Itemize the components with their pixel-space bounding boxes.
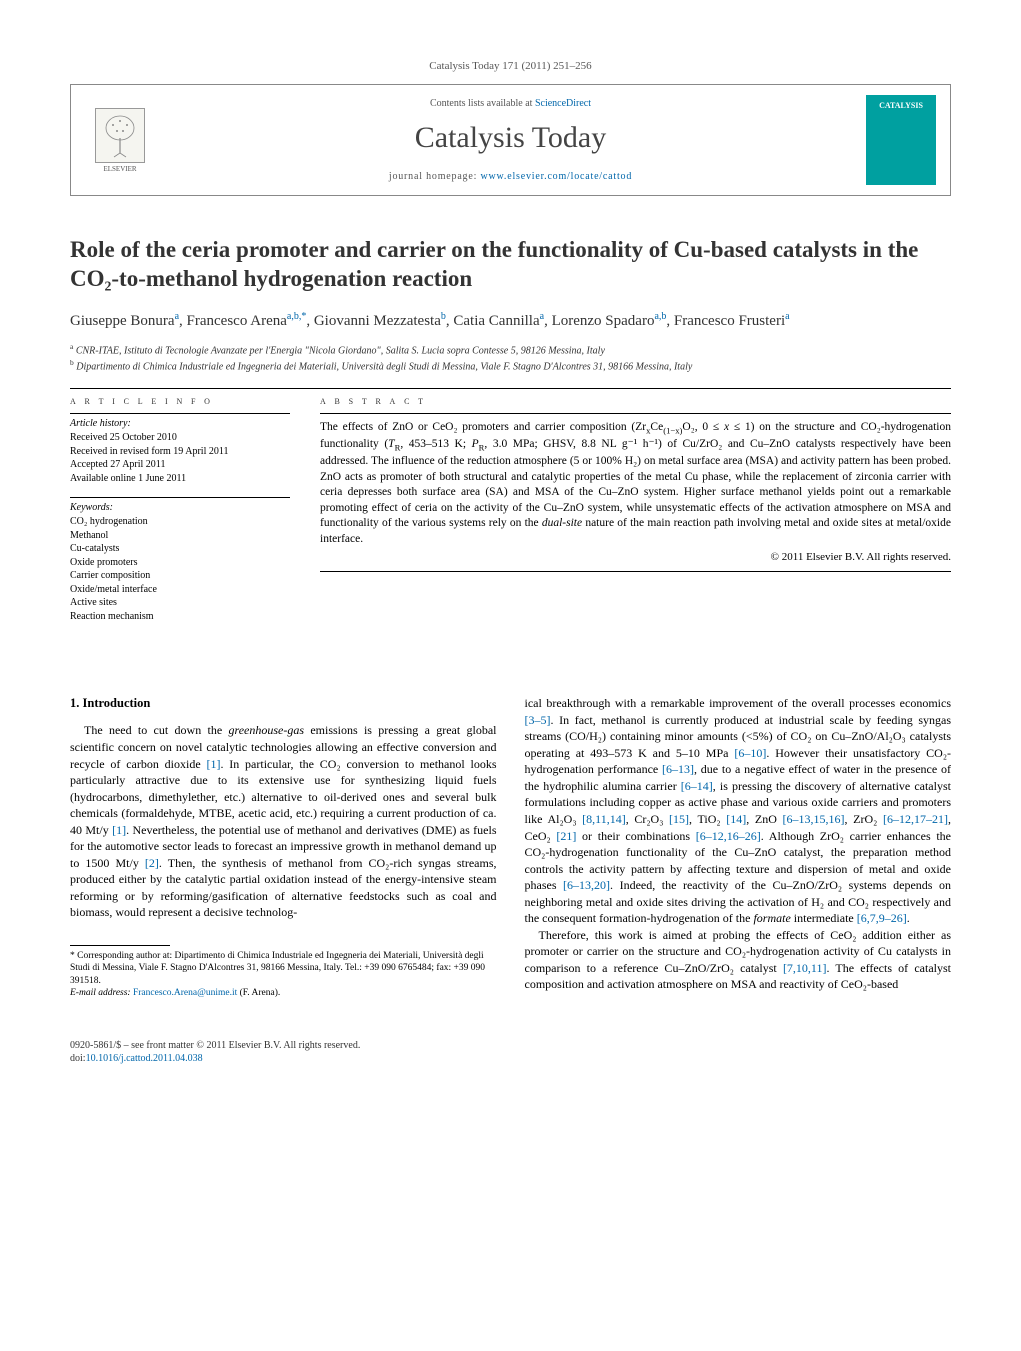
elsevier-logo: ELSEVIER	[85, 98, 155, 183]
footnote-email-line: E-mail address: Francesco.Arena@unime.it…	[70, 987, 497, 999]
email-suffix: (F. Arena).	[240, 988, 281, 998]
keyword: Oxide/metal interface	[70, 583, 290, 597]
doi-prefix: doi:	[70, 1053, 86, 1064]
authors-list: Giuseppe Bonuraa, Francesco Arenaa,b,*, …	[70, 310, 951, 332]
body-paragraph: Therefore, this work is aimed at probing…	[525, 927, 952, 993]
keyword: Oxide promoters	[70, 556, 290, 570]
affiliations: a CNR-ITAE, Istituto di Tecnologie Avanz…	[70, 342, 951, 375]
affiliation-a: a CNR-ITAE, Istituto di Tecnologie Avanz…	[70, 342, 951, 358]
abstract-column: A B S T R A C T The effects of ZnO or Ce…	[320, 395, 951, 635]
journal-cover-thumbnail: CATALYSIS	[866, 95, 936, 185]
page-footer: 0920-5861/$ – see front matter © 2011 El…	[70, 1039, 951, 1065]
keyword: Active sites	[70, 596, 290, 610]
abstract-copyright: © 2011 Elsevier B.V. All rights reserved…	[320, 551, 951, 563]
contents-prefix: Contents lists available at	[430, 98, 535, 109]
keywords-label: Keywords:	[70, 502, 290, 513]
doi-link[interactable]: 10.1016/j.cattod.2011.04.038	[86, 1053, 203, 1064]
journal-header-box: ELSEVIER Contents lists available at Sci…	[70, 84, 951, 196]
journal-homepage-link[interactable]: www.elsevier.com/locate/cattod	[480, 171, 632, 182]
article-title: Role of the ceria promoter and carrier o…	[70, 236, 951, 294]
footer-left: 0920-5861/$ – see front matter © 2011 El…	[70, 1039, 360, 1065]
history-label: Article history:	[70, 418, 290, 429]
article-history-block: Article history: Received 25 October 201…	[70, 413, 290, 485]
elsevier-tree-icon	[95, 108, 145, 163]
abstract-bottom-rule	[320, 571, 951, 572]
contents-line: Contents lists available at ScienceDirec…	[165, 98, 856, 109]
corresponding-author-footnote: * Corresponding author at: Dipartimento …	[70, 950, 497, 999]
section-heading: 1. Introduction	[70, 695, 497, 712]
footer-copyright: 0920-5861/$ – see front matter © 2011 El…	[70, 1039, 360, 1052]
email-label: E-mail address:	[70, 988, 131, 998]
article-info-heading: A R T I C L E I N F O	[70, 395, 290, 407]
keyword: Carrier composition	[70, 569, 290, 583]
footnote-rule	[70, 945, 170, 946]
history-line: Accepted 27 April 2011	[70, 458, 290, 472]
history-line: Received in revised form 19 April 2011	[70, 445, 290, 459]
abstract-heading: A B S T R A C T	[320, 395, 951, 407]
sciencedirect-link[interactable]: ScienceDirect	[535, 98, 591, 109]
footer-doi-line: doi:10.1016/j.cattod.2011.04.038	[70, 1052, 360, 1065]
body-paragraph: The need to cut down the greenhouse-gas …	[70, 722, 497, 921]
corresponding-email-link[interactable]: Francesco.Arena@unime.it	[133, 988, 237, 998]
keywords-block: Keywords: CO₂ hydrogenation Methanol Cu-…	[70, 497, 290, 623]
elsevier-label: ELSEVIER	[103, 165, 136, 173]
body-column-left: 1. Introduction The need to cut down the…	[70, 695, 497, 999]
article-info-column: A R T I C L E I N F O Article history: R…	[70, 395, 290, 635]
abstract-body: The effects of ZnO or CeO₂ promoters and…	[320, 413, 951, 547]
info-abstract-row: A R T I C L E I N F O Article history: R…	[70, 395, 951, 635]
keyword: Cu-catalysts	[70, 542, 290, 556]
body-column-right: ical breakthrough with a remarkable impr…	[525, 695, 952, 999]
rule-top	[70, 388, 951, 389]
journal-reference: Catalysis Today 171 (2011) 251–256	[70, 60, 951, 72]
affiliation-b: b Dipartimento di Chimica Industriale ed…	[70, 358, 951, 374]
cover-title: CATALYSIS	[879, 101, 923, 110]
keyword: Methanol	[70, 529, 290, 543]
keyword: Reaction mechanism	[70, 610, 290, 624]
body-paragraph: ical breakthrough with a remarkable impr…	[525, 695, 952, 927]
homepage-prefix: journal homepage:	[389, 171, 481, 182]
header-center: Contents lists available at ScienceDirec…	[155, 98, 866, 182]
footnote-text: * Corresponding author at: Dipartimento …	[70, 950, 497, 987]
history-line: Received 25 October 2010	[70, 431, 290, 445]
journal-name: Catalysis Today	[165, 121, 856, 155]
body-columns: 1. Introduction The need to cut down the…	[70, 695, 951, 999]
keyword: CO₂ hydrogenation	[70, 515, 290, 529]
history-line: Available online 1 June 2011	[70, 472, 290, 486]
homepage-line: journal homepage: www.elsevier.com/locat…	[165, 171, 856, 182]
